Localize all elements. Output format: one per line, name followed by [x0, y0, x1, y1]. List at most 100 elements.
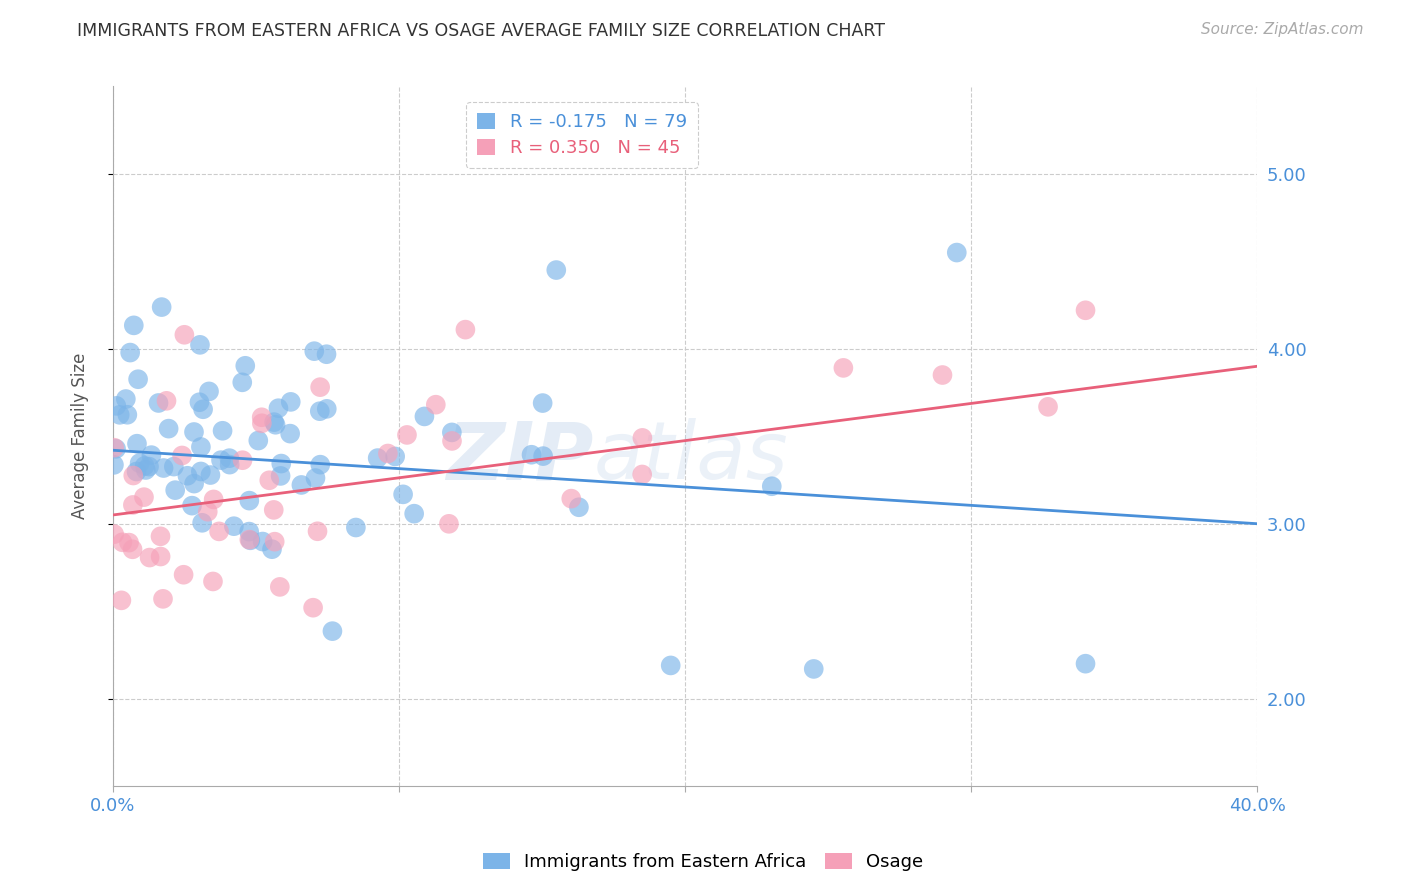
Point — [111, 535, 134, 549]
Point — [531, 449, 554, 463]
Point — [425, 398, 447, 412]
Point — [250, 417, 273, 431]
Legend: Immigrants from Eastern Africa, Osage: Immigrants from Eastern Africa, Osage — [475, 846, 931, 879]
Point — [307, 524, 329, 539]
Point — [1036, 400, 1059, 414]
Point — [233, 359, 256, 373]
Point — [247, 434, 270, 448]
Point — [263, 503, 285, 517]
Point — [110, 593, 132, 607]
Point — [252, 534, 274, 549]
Point — [218, 458, 240, 472]
Text: ZIP: ZIP — [446, 418, 593, 496]
Point — [155, 393, 177, 408]
Point — [440, 434, 463, 448]
Point — [231, 453, 253, 467]
Point — [222, 519, 245, 533]
Text: atlas: atlas — [593, 418, 789, 496]
Point — [560, 491, 582, 506]
Point — [231, 376, 253, 390]
Point — [946, 245, 969, 260]
Point — [172, 449, 194, 463]
Point — [367, 451, 389, 466]
Point — [269, 580, 291, 594]
Point — [105, 442, 128, 456]
Point — [280, 395, 302, 409]
Point — [183, 476, 205, 491]
Point — [250, 410, 273, 425]
Point — [309, 380, 332, 394]
Point — [135, 463, 157, 477]
Point — [165, 483, 187, 497]
Point — [659, 658, 682, 673]
Point — [309, 458, 332, 472]
Point — [200, 468, 222, 483]
Point — [832, 360, 855, 375]
Point — [201, 574, 224, 589]
Point — [103, 441, 125, 455]
Point — [302, 600, 325, 615]
Point — [122, 498, 145, 512]
Point — [404, 507, 426, 521]
Point — [270, 469, 292, 483]
Point — [127, 372, 149, 386]
Point — [117, 408, 139, 422]
Point — [218, 451, 240, 466]
Point — [202, 492, 225, 507]
Point — [377, 446, 399, 460]
Point — [125, 465, 148, 479]
Point — [238, 524, 260, 539]
Point — [125, 436, 148, 450]
Point — [631, 431, 654, 445]
Point — [173, 327, 195, 342]
Point — [315, 347, 337, 361]
Point — [290, 478, 312, 492]
Point — [121, 542, 143, 557]
Point — [263, 415, 285, 429]
Point — [190, 440, 212, 454]
Point — [520, 448, 543, 462]
Point — [308, 404, 330, 418]
Point — [188, 338, 211, 352]
Point — [138, 550, 160, 565]
Point — [454, 323, 477, 337]
Point — [440, 425, 463, 440]
Point — [413, 409, 436, 424]
Point — [259, 473, 281, 487]
Point — [198, 384, 221, 399]
Point — [188, 395, 211, 409]
Point — [803, 662, 825, 676]
Point — [568, 500, 591, 515]
Point — [176, 468, 198, 483]
Point — [238, 493, 260, 508]
Point — [315, 401, 337, 416]
Point — [344, 520, 367, 534]
Point — [263, 534, 285, 549]
Point — [128, 456, 150, 470]
Point — [260, 542, 283, 557]
Point — [531, 396, 554, 410]
Point — [134, 458, 156, 473]
Point — [148, 396, 170, 410]
Point — [197, 505, 219, 519]
Point — [392, 487, 415, 501]
Point — [122, 468, 145, 483]
Point — [546, 263, 568, 277]
Point — [181, 499, 204, 513]
Point — [163, 459, 186, 474]
Point — [149, 549, 172, 564]
Point — [120, 345, 142, 359]
Point — [152, 591, 174, 606]
Point — [157, 422, 180, 436]
Point — [138, 459, 160, 474]
Point — [631, 467, 654, 482]
Point — [108, 408, 131, 422]
Point — [931, 368, 953, 382]
Point — [239, 533, 262, 548]
Point — [105, 399, 128, 413]
Text: Source: ZipAtlas.com: Source: ZipAtlas.com — [1201, 22, 1364, 37]
Point — [437, 516, 460, 531]
Text: IMMIGRANTS FROM EASTERN AFRICA VS OSAGE AVERAGE FAMILY SIZE CORRELATION CHART: IMMIGRANTS FROM EASTERN AFRICA VS OSAGE … — [77, 22, 886, 40]
Point — [115, 392, 138, 406]
Legend: R = -0.175   N = 79, R = 0.350   N = 45: R = -0.175 N = 79, R = 0.350 N = 45 — [467, 103, 697, 168]
